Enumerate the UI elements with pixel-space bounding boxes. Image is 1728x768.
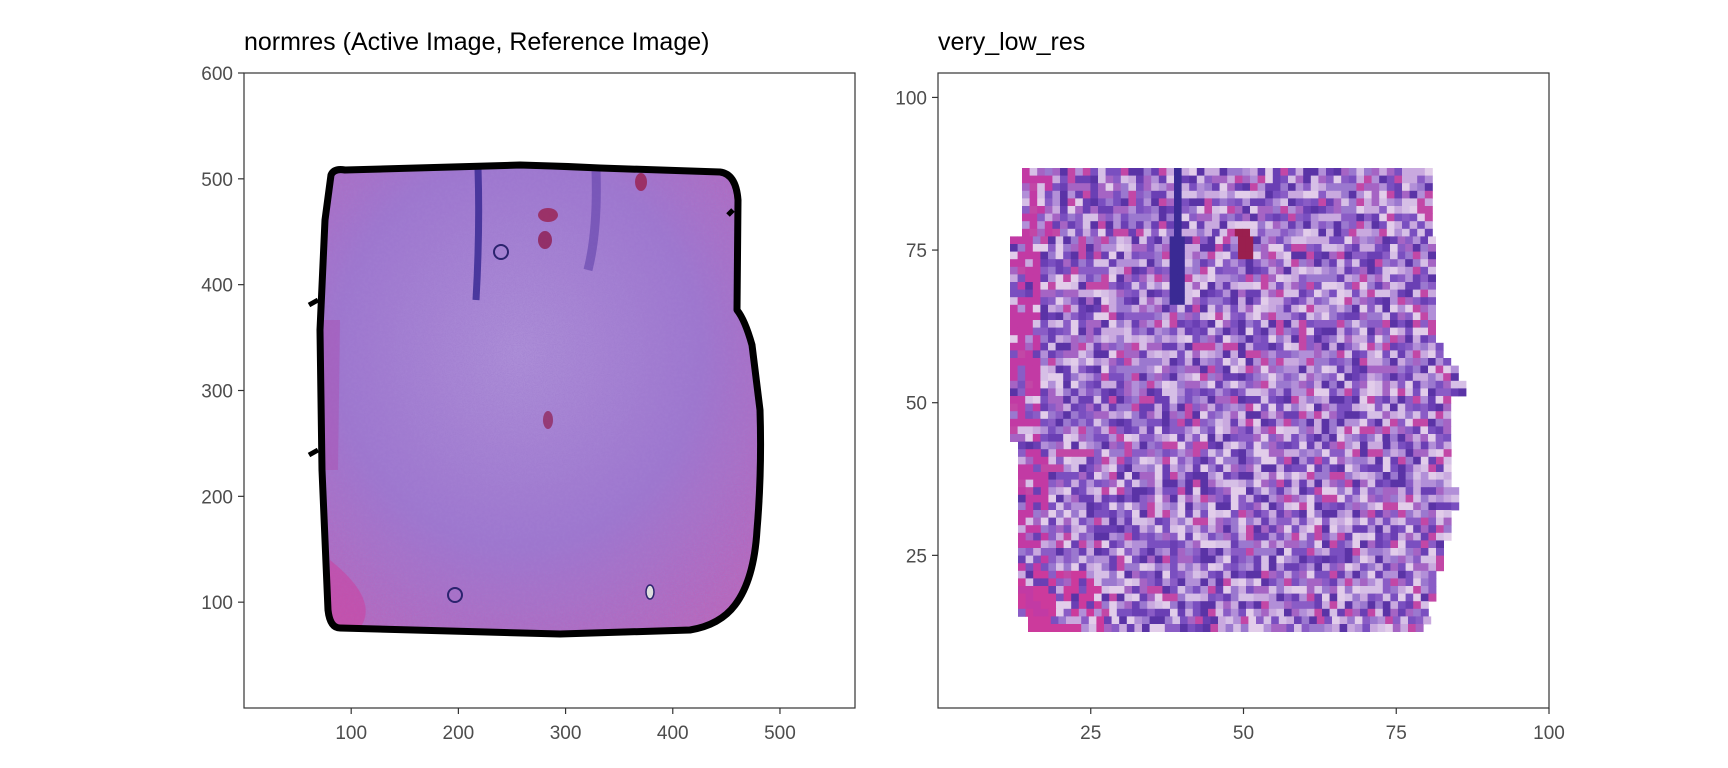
y-tick-label: 25 [906,546,927,567]
tissue-image-normres [307,161,765,638]
x-tick-label: 500 [764,723,796,744]
axes-normres: 100 200 300 400 500 100 200 300 400 500 600 [201,64,796,744]
x-tick-label: 300 [550,723,582,744]
y-tick-label: 500 [201,170,233,191]
x-tick-label: 50 [1233,723,1254,744]
tissue-outline [316,161,765,638]
y-tick-label: 300 [201,382,233,403]
y-tick-label: 400 [201,276,233,297]
y-tick-label: 100 [201,593,233,614]
x-tick-label: 400 [657,723,689,744]
y-tick-label: 200 [201,487,233,508]
panel-very-low-res: very_low_res 25 50 75 100 25 50 75 100 [895,28,1565,744]
y-tick-label: 100 [895,88,927,109]
panel-title-normres: normres (Active Image, Reference Image) [244,28,709,56]
panel-title-very-low-res: very_low_res [938,28,1085,56]
axes-very-low-res: 25 50 75 100 25 50 75 100 [895,88,1565,744]
panel-normres: normres (Active Image, Reference Image) … [201,28,856,744]
x-tick-label: 200 [443,723,475,744]
tissue-image-very-low-res [1010,168,1467,632]
x-tick-label: 75 [1386,723,1407,744]
x-tick-label: 25 [1080,723,1101,744]
y-tick-label: 600 [201,64,233,85]
y-tick-label: 50 [906,394,927,415]
x-tick-label: 100 [335,723,367,744]
y-tick-label: 75 [906,241,927,262]
x-tick-label: 100 [1533,723,1565,744]
